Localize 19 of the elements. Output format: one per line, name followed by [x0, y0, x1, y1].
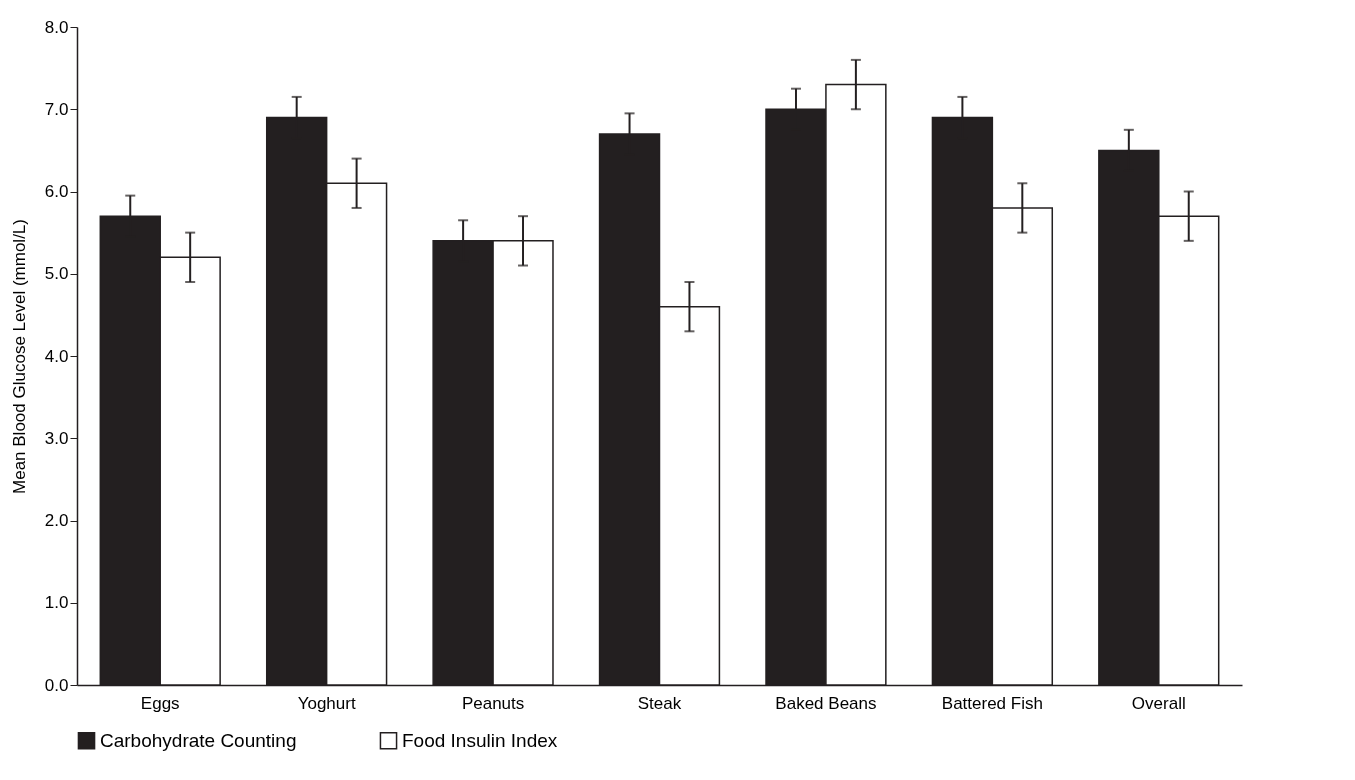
x-tick-label: Baked Beans — [775, 693, 877, 713]
y-tick-label: 2.0 — [44, 511, 69, 530]
x-tick-label: Steak — [637, 693, 682, 713]
x-tick-label: Eggs — [140, 693, 180, 713]
y-tick-label: 3.0 — [44, 428, 69, 448]
y-tick-label: 6.0 — [44, 182, 69, 201]
y-axis-title: Mean Blood Glucose Level (mmol/L) — [9, 219, 29, 494]
legend-label: Carbohydrate Counting — [100, 729, 297, 751]
x-tick-label: Overall — [1131, 693, 1186, 713]
y-tick-label: 1.0 — [44, 593, 69, 613]
y-tick-label: 5.0 — [44, 264, 69, 284]
y-tick-label: 7.0 — [44, 99, 69, 119]
legend-label: Food Insulin Index — [402, 729, 558, 751]
y-tick-label: 8.0 — [44, 17, 69, 37]
x-tick-label: Peanuts — [461, 693, 525, 713]
y-tick-label: 0.0 — [44, 675, 69, 695]
x-tick-label: Yoghurt — [297, 693, 356, 713]
y-tick-label: 4.0 — [44, 346, 69, 366]
x-tick-label: Battered Fish — [941, 693, 1043, 713]
